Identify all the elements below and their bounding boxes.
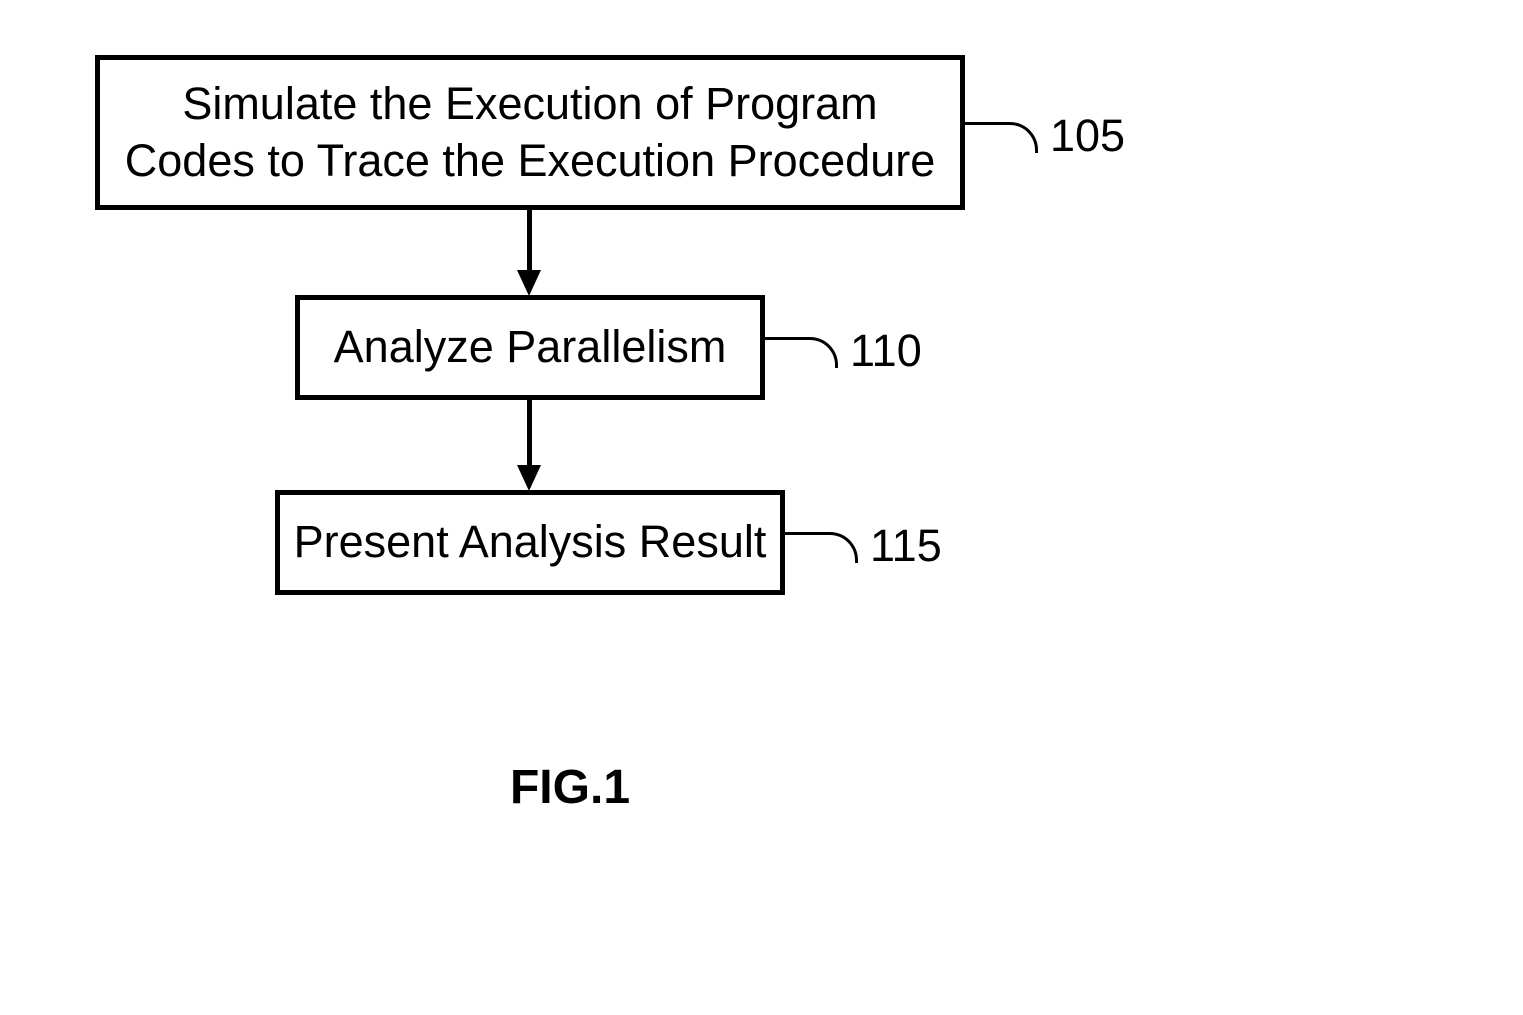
arrow-110-to-115-shaft <box>527 400 532 467</box>
flowchart-node-105-text: Simulate the Execution of Program Codes … <box>100 76 960 189</box>
leader-tick-110 <box>765 337 838 368</box>
flowchart-node-110-text: Analyze Parallelism <box>334 319 727 375</box>
flowchart-node-115-text: Present Analysis Result <box>294 514 767 570</box>
ref-label-105: 105 <box>1050 110 1125 162</box>
flowchart-node-110: Analyze Parallelism <box>295 295 765 400</box>
arrow-110-to-115-head <box>517 465 541 491</box>
flowchart-node-105: Simulate the Execution of Program Codes … <box>95 55 965 210</box>
ref-label-115: 115 <box>870 520 942 572</box>
flowchart-node-115: Present Analysis Result <box>275 490 785 595</box>
leader-tick-105 <box>965 122 1038 153</box>
arrow-105-to-110-shaft <box>527 210 532 272</box>
ref-label-110: 110 <box>850 325 922 377</box>
figure-caption: FIG.1 <box>470 760 670 815</box>
arrow-105-to-110-head <box>517 270 541 296</box>
leader-tick-115 <box>785 532 858 563</box>
diagram-canvas: Simulate the Execution of Program Codes … <box>0 0 1523 1015</box>
